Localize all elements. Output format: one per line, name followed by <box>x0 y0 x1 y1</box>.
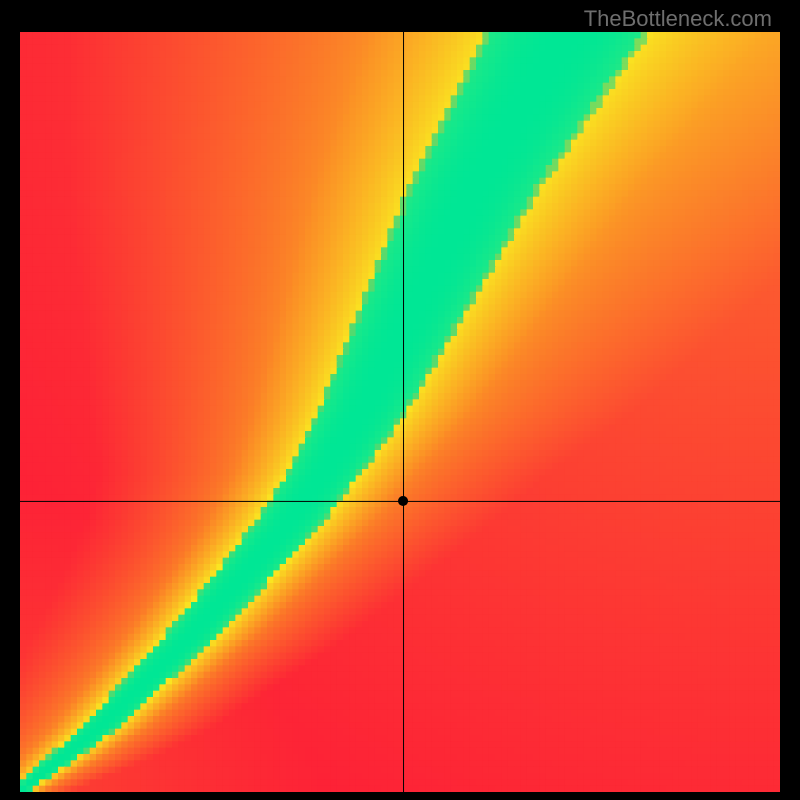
heatmap-plot <box>20 32 780 792</box>
chart-container: TheBottleneck.com <box>0 0 800 800</box>
heatmap-canvas <box>20 32 780 792</box>
watermark-text: TheBottleneck.com <box>584 6 772 32</box>
